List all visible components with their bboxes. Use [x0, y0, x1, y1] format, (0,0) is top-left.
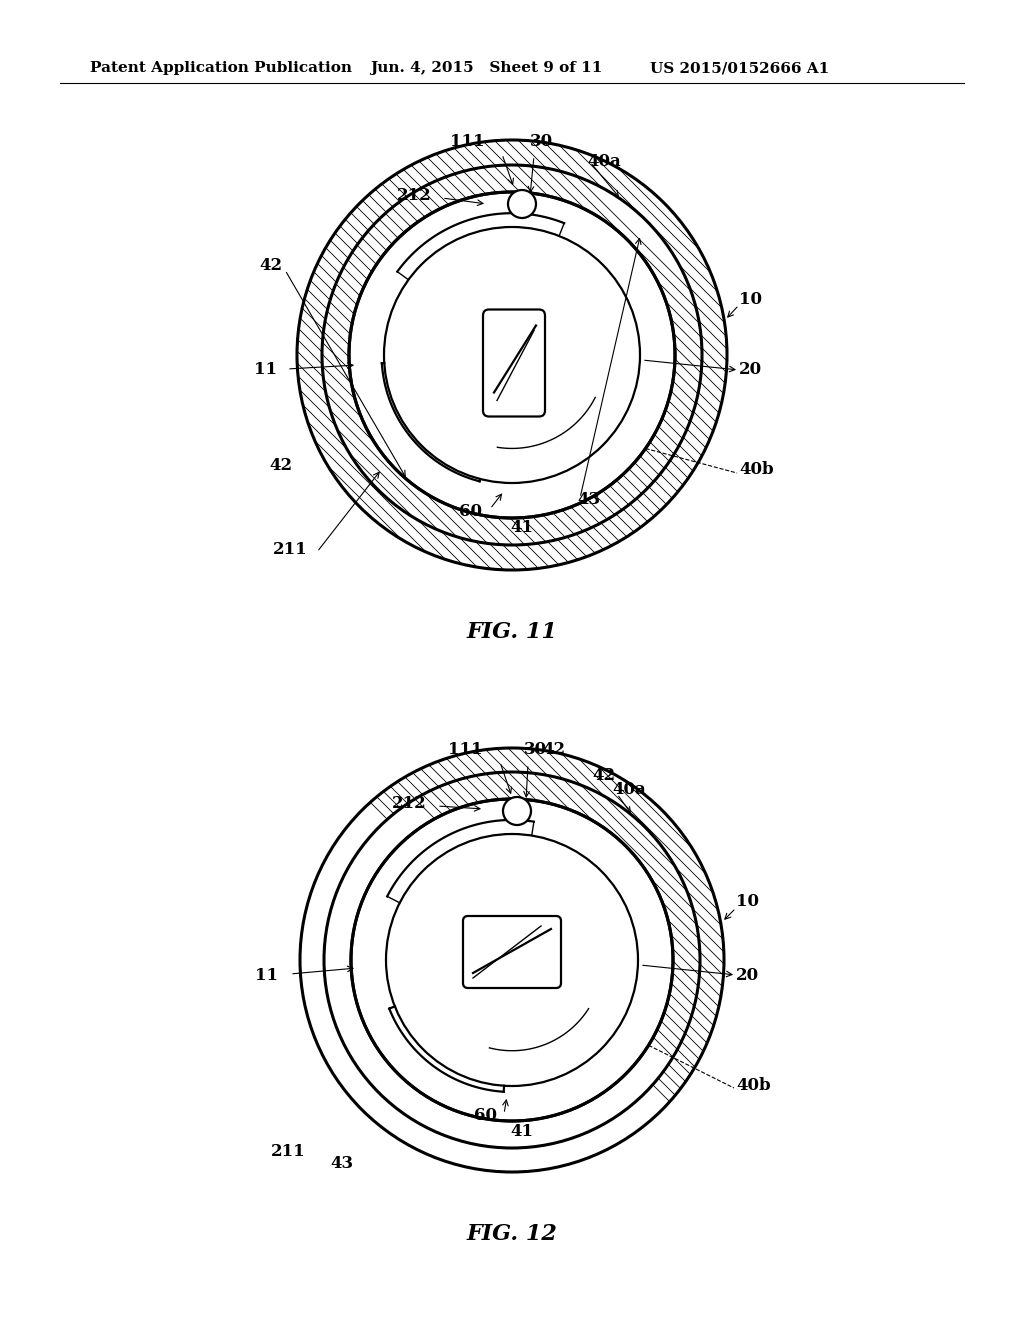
Text: 30: 30	[524, 741, 547, 758]
Text: 40b: 40b	[739, 462, 773, 479]
Text: 30: 30	[530, 133, 553, 150]
Text: US 2015/0152666 A1: US 2015/0152666 A1	[650, 61, 829, 75]
Text: 20: 20	[736, 966, 759, 983]
Circle shape	[508, 190, 536, 218]
Text: 212: 212	[392, 795, 427, 812]
Text: 11: 11	[255, 966, 278, 983]
Text: 42: 42	[542, 741, 565, 758]
Text: 41: 41	[511, 520, 534, 536]
Circle shape	[324, 772, 700, 1148]
Text: 40a: 40a	[587, 153, 621, 170]
FancyBboxPatch shape	[463, 916, 561, 987]
Text: 42: 42	[269, 457, 292, 474]
Text: 111: 111	[450, 133, 484, 150]
Text: 111: 111	[447, 741, 482, 758]
Text: 10: 10	[736, 894, 759, 911]
Text: 40a: 40a	[612, 781, 646, 799]
Text: 43: 43	[577, 491, 600, 508]
Circle shape	[292, 135, 732, 576]
Circle shape	[349, 191, 675, 517]
Text: 40b: 40b	[736, 1077, 771, 1093]
Text: FIG. 12: FIG. 12	[467, 1224, 557, 1245]
Text: 41: 41	[511, 1122, 534, 1139]
Circle shape	[384, 227, 640, 483]
Circle shape	[386, 834, 638, 1086]
Text: 60: 60	[459, 503, 482, 520]
Text: 11: 11	[254, 362, 278, 379]
Text: 60: 60	[474, 1107, 497, 1125]
Circle shape	[351, 799, 673, 1121]
Text: 211: 211	[272, 541, 307, 558]
Circle shape	[295, 743, 729, 1177]
Text: 212: 212	[397, 186, 432, 203]
Circle shape	[351, 799, 673, 1121]
Text: 10: 10	[739, 292, 762, 309]
Circle shape	[322, 165, 702, 545]
Text: 42: 42	[259, 256, 282, 273]
Circle shape	[349, 191, 675, 517]
Circle shape	[503, 797, 531, 825]
Text: Patent Application Publication: Patent Application Publication	[90, 61, 352, 75]
Text: Jun. 4, 2015   Sheet 9 of 11: Jun. 4, 2015 Sheet 9 of 11	[370, 61, 602, 75]
Text: 42: 42	[592, 767, 615, 784]
Text: FIG. 11: FIG. 11	[467, 620, 557, 643]
Text: 20: 20	[739, 362, 762, 379]
Text: 211: 211	[270, 1143, 305, 1160]
FancyBboxPatch shape	[483, 309, 545, 417]
Text: 43: 43	[330, 1155, 353, 1172]
